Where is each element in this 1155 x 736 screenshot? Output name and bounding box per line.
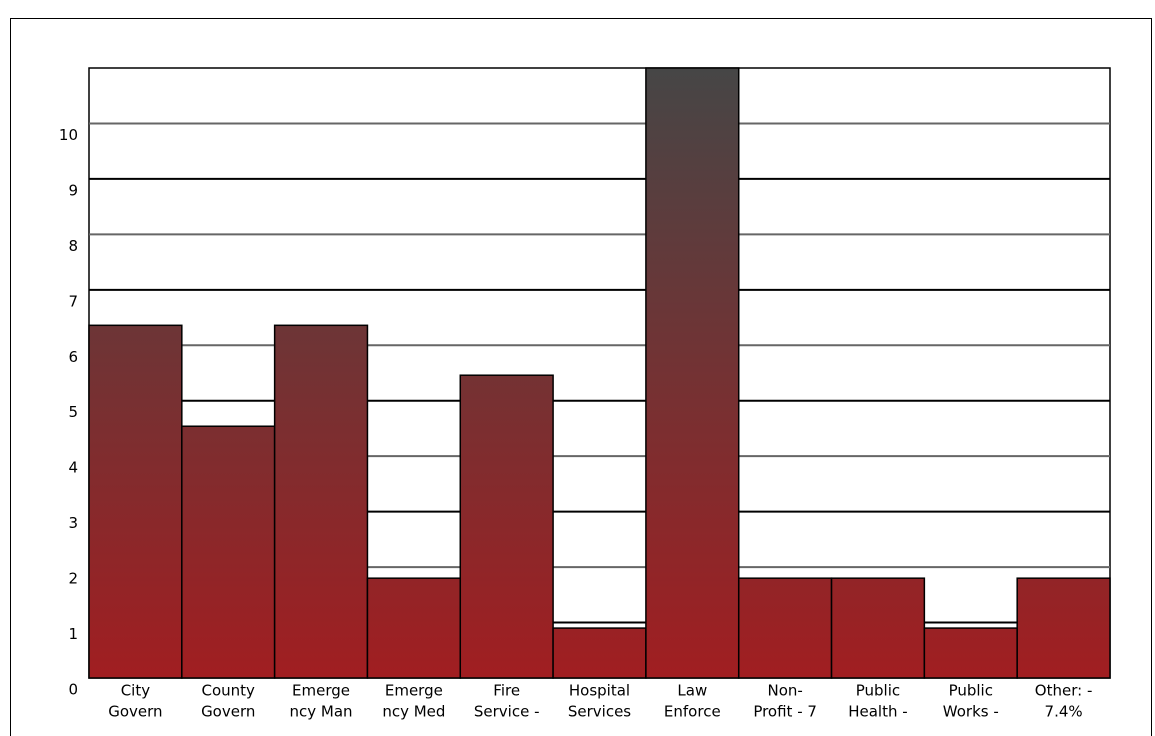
x-tick-label: Govern (201, 703, 255, 721)
y-tick-label: 7 (68, 292, 78, 310)
x-tick-label: Other: - (1035, 682, 1093, 700)
x-tick-label: Fire (493, 682, 520, 700)
y-tick-label: 3 (68, 514, 78, 532)
x-tick-label: Health - (848, 703, 907, 721)
x-tick-label: Works - (943, 703, 999, 721)
bar (459, 374, 554, 679)
y-tick-label: 8 (68, 237, 78, 255)
x-tick-label: ncy Med (382, 703, 445, 721)
bar (552, 627, 647, 679)
bar (1016, 577, 1111, 679)
bar (645, 67, 740, 679)
bar (273, 324, 369, 679)
bar (923, 627, 1018, 679)
x-tick-label: Emerge (292, 682, 350, 700)
x-tick-label: Public (949, 682, 993, 700)
x-tick-label: Emerge (385, 682, 443, 700)
y-tick-label: 10 (59, 126, 78, 144)
x-tick-label: Hospital (569, 682, 630, 700)
x-tick-label: Services (568, 703, 631, 721)
x-tick-label: Enforce (664, 703, 721, 721)
x-tick-label: 7.4% (1045, 703, 1083, 721)
bar (88, 324, 183, 679)
bar (181, 425, 276, 679)
x-tick-label: ncy Man (290, 703, 353, 721)
bar (830, 577, 926, 679)
x-tick-label: Law (677, 682, 707, 700)
y-tick-label: 6 (68, 348, 78, 366)
x-tick-label: Non- (767, 682, 802, 700)
x-tick-label: Public (856, 682, 900, 700)
y-tick-label: 4 (68, 459, 78, 477)
x-tick-label: Service - (474, 703, 540, 721)
y-tick-label: 5 (68, 403, 78, 421)
y-tick-label: 0 (68, 681, 78, 699)
bar (366, 577, 462, 679)
y-tick-label: 1 (68, 625, 78, 643)
x-tick-label: Profit - 7 (753, 703, 817, 721)
bar (737, 577, 833, 679)
x-tick-label: City (121, 682, 151, 700)
x-tick-label: Govern (108, 703, 162, 721)
y-tick-label: 9 (68, 181, 78, 199)
x-tick-label: County (202, 682, 256, 700)
y-tick-label: 2 (68, 570, 78, 588)
